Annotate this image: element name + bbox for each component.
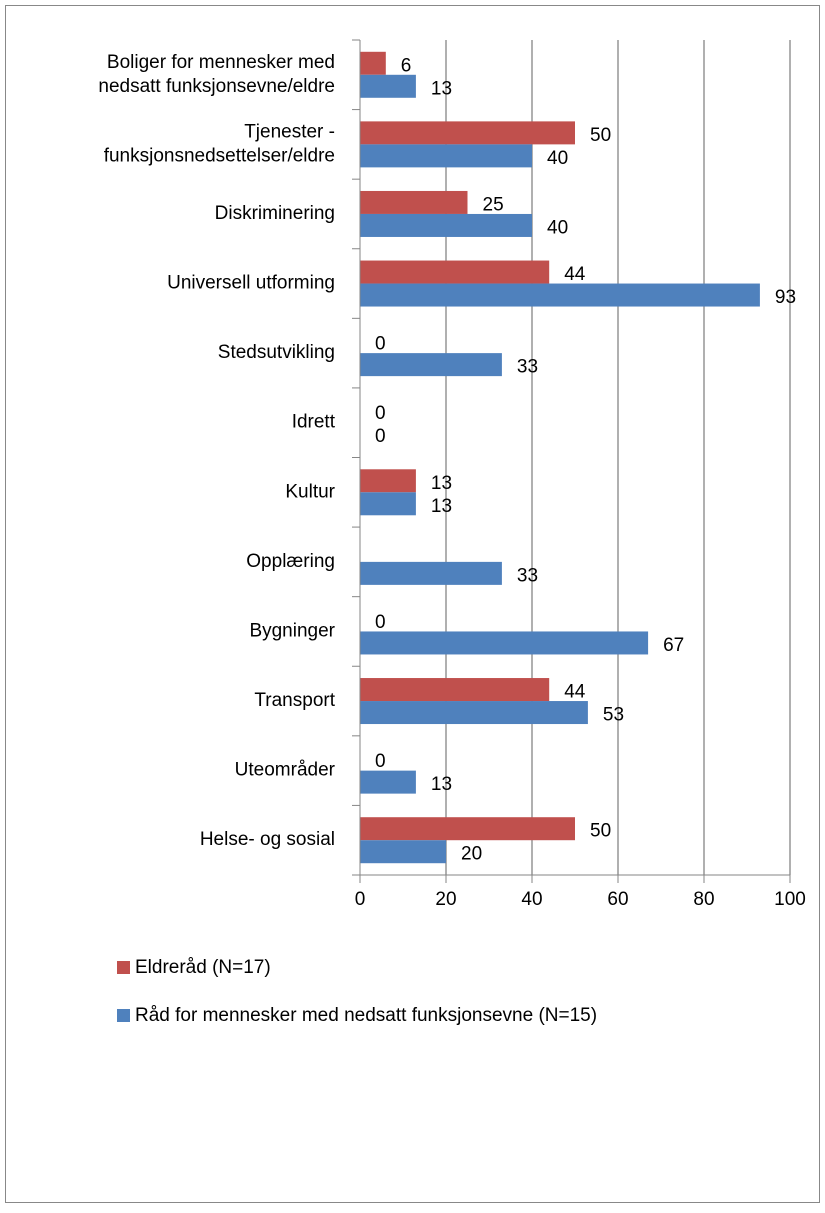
y-tick-label: Opplæring (246, 551, 335, 572)
value-label: 0 (375, 426, 386, 447)
y-tick-label-line: Diskriminering (215, 203, 335, 224)
bar (360, 283, 760, 307)
value-label: 6 (401, 55, 412, 76)
bar (360, 770, 416, 794)
y-tick-label-line: Universell utforming (167, 273, 335, 294)
y-tick-label-line: funksjonsnedsettelser/eldre (104, 145, 335, 166)
x-tick-label: 40 (521, 889, 542, 910)
legend-swatch (117, 1009, 130, 1022)
y-tick-label: Bygninger (249, 620, 335, 641)
value-label: 40 (547, 217, 568, 238)
bar (360, 701, 588, 725)
y-tick-label-line: Opplæring (246, 551, 335, 572)
bar (360, 678, 550, 702)
bar (360, 492, 416, 516)
legend-label: Eldreråd (N=17) (135, 957, 271, 978)
value-label: 0 (375, 403, 386, 424)
value-label: 50 (590, 125, 611, 146)
value-label: 33 (517, 357, 538, 378)
bar (360, 353, 502, 377)
y-tick-label-line: Stedsutvikling (218, 342, 335, 363)
value-label: 33 (517, 565, 538, 586)
value-label: 93 (775, 287, 796, 308)
x-tick-label: 60 (607, 889, 628, 910)
value-label: 13 (431, 78, 452, 99)
x-tick-label: 20 (435, 889, 456, 910)
y-tick-label: Idrett (292, 412, 336, 433)
y-tick-label-line: Transport (254, 690, 335, 711)
y-tick-label: Uteområder (235, 760, 336, 781)
value-label: 40 (547, 148, 568, 169)
bar (360, 144, 532, 168)
y-tick-label-line: Boliger for mennesker med (107, 52, 335, 73)
y-tick-label: Helse- og sosial (200, 829, 335, 850)
y-tick-label: Stedsutvikling (218, 342, 335, 363)
y-tick-label-line: Bygninger (249, 620, 335, 641)
y-tick-label: Transport (254, 690, 335, 711)
bar (360, 260, 550, 284)
bar (360, 51, 386, 75)
bar (360, 121, 575, 145)
legend-label: Råd for mennesker med nedsatt funksjonse… (135, 1005, 597, 1026)
x-tick-label: 80 (693, 889, 714, 910)
value-label: 13 (431, 473, 452, 494)
bar (360, 817, 575, 841)
y-tick-label-line: nedsatt funksjonsevne/eldre (98, 76, 335, 97)
bar (360, 631, 649, 655)
value-label: 67 (663, 635, 684, 656)
value-label: 44 (564, 682, 586, 703)
y-tick-label-line: Uteområder (235, 760, 336, 781)
value-label: 25 (483, 194, 504, 215)
value-label: 44 (564, 264, 586, 285)
bar (360, 213, 532, 237)
y-tick-label: Universell utforming (167, 273, 335, 294)
x-tick-label: 100 (774, 889, 806, 910)
value-label: 0 (375, 334, 386, 355)
value-label: 13 (431, 496, 452, 517)
bar (360, 840, 446, 864)
bar (360, 74, 416, 98)
value-label: 0 (375, 612, 386, 633)
y-tick-label-line: Idrett (292, 412, 336, 433)
value-label: 20 (461, 844, 482, 865)
y-tick-label: Diskriminering (215, 203, 335, 224)
value-label: 13 (431, 774, 452, 795)
y-tick-label: Boliger for mennesker med nedsatt funksjo… (98, 52, 335, 97)
value-label: 53 (603, 705, 624, 726)
value-label: 0 (375, 751, 386, 772)
legend-swatch (117, 961, 130, 974)
x-tick-label: 0 (355, 889, 366, 910)
bar (360, 190, 468, 214)
y-tick-label: Kultur (285, 481, 335, 502)
y-tick-label: Tjenester - funksjonsnedsettelser/eldre (104, 121, 335, 166)
y-tick-label-line: Kultur (285, 481, 335, 502)
y-tick-label-line: Tjenester - (244, 121, 335, 142)
y-tick-label-line: Helse- og sosial (200, 829, 335, 850)
bar (360, 561, 502, 585)
value-label: 50 (590, 821, 611, 842)
bar (360, 469, 416, 493)
